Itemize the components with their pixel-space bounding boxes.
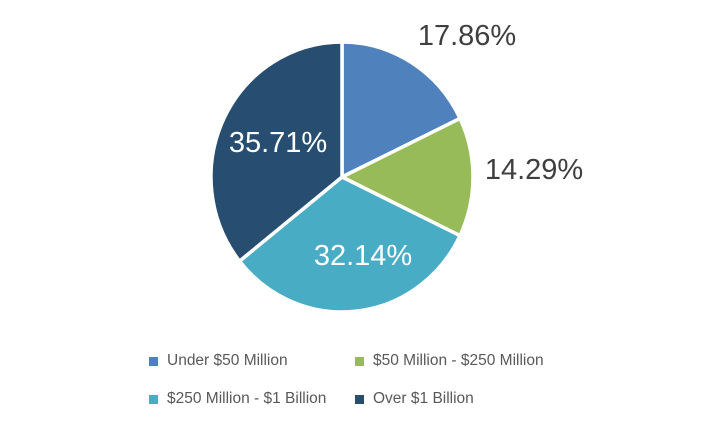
pie-chart-svg: 17.86% 14.29% 32.14% 35.71%: [209, 20, 583, 314]
legend-item-over-1-billion: Over $1 Billion: [355, 390, 474, 408]
pie-slice-0: [340, 40, 462, 179]
legend-item-under-50-million: Under $50 Million: [149, 352, 288, 370]
legend-item-250-million-1-billion: $250 Million - $1 Billion: [149, 390, 326, 408]
pie-slice-1: [340, 116, 475, 238]
legend-label-over-1-billion: Over $1 Billion: [373, 390, 474, 407]
data-label-250-million-1-billion: 32.14%: [314, 240, 412, 272]
pie-slices: [209, 40, 475, 314]
legend-swatch-250-million-1-billion-icon: [149, 394, 158, 404]
legend-swatch-over-1-billion-icon: [355, 394, 364, 404]
pie-slice-3: [209, 40, 344, 263]
legend-swatch-under-50-million-icon: [149, 356, 158, 366]
pie-slice-2: [237, 175, 462, 314]
data-label-50-250-million: 14.29%: [485, 154, 583, 186]
pie-data-labels: 17.86% 14.29% 32.14% 35.71%: [229, 20, 583, 272]
data-label-over-1-billion: 35.71%: [229, 127, 327, 159]
legend-label-250-million-1-billion: $250 Million - $1 Billion: [167, 390, 327, 407]
legend-swatch-50-250-million-icon: [355, 356, 364, 366]
legend-label-50-250-million: $50 Million - $250 Million: [373, 352, 544, 369]
legend-label-under-50-million: Under $50 Million: [167, 352, 288, 369]
legend-item-50-250-million: $50 Million - $250 Million: [355, 352, 544, 370]
data-label-under-50-million: 17.86%: [418, 20, 516, 52]
